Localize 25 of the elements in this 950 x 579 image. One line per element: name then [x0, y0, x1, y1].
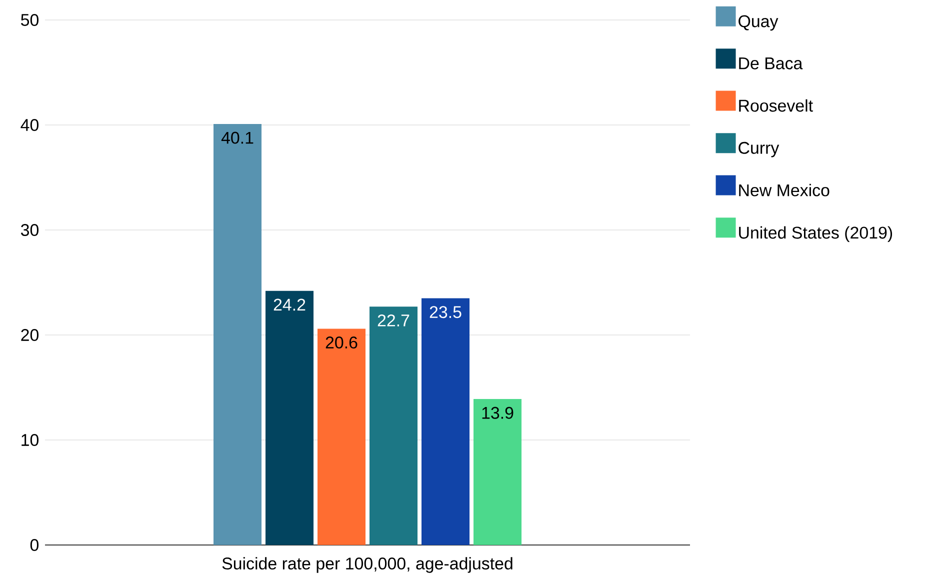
bar [474, 399, 522, 545]
y-tick-label: 10 [22, 434, 39, 446]
y-tick-label: 0 [30, 538, 39, 551]
bar [266, 290, 314, 545]
legend-label: Quay [738, 15, 778, 31]
data-label: 22.7 [378, 314, 410, 326]
bar [370, 306, 418, 545]
legend-label: Curry [738, 142, 780, 158]
data-label: 13.9 [482, 406, 514, 419]
data-label: 24.2 [274, 298, 306, 311]
legend-label: Roosevelt [739, 99, 813, 112]
legend-label: New Mexico [739, 184, 830, 196]
bar [214, 124, 262, 545]
y-tick-label: 40 [20, 118, 39, 131]
x-tick-label: Suicide rate per 100,000, age-adjusted [222, 557, 512, 573]
data-label: 20.6 [326, 336, 358, 349]
legend-label: United States (2019) [739, 226, 892, 242]
bar [422, 298, 470, 545]
bar [318, 328, 366, 545]
y-tick-label: 30 [20, 224, 39, 236]
data-label: 40.1 [221, 132, 254, 144]
legend-label: De Baca [739, 58, 803, 70]
y-tick-label: 20 [21, 328, 39, 341]
y-tick-label: 50 [21, 14, 39, 26]
data-label: 23.5 [430, 306, 462, 318]
